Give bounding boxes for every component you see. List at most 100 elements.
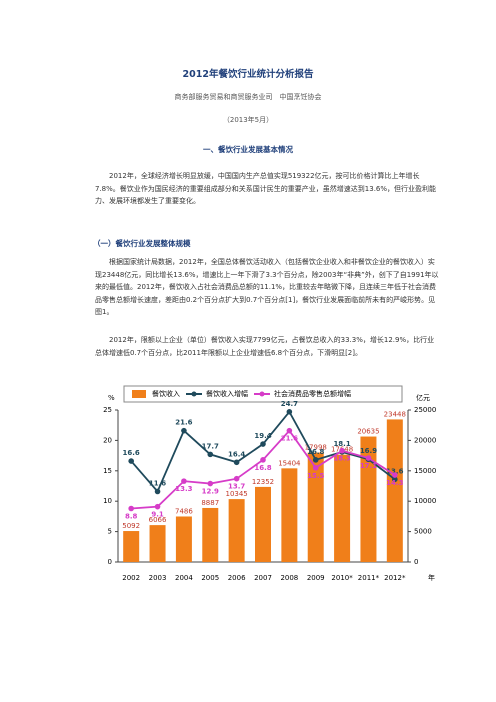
bar <box>123 531 140 562</box>
y2-tick-label: 25000 <box>414 406 436 414</box>
point-value-label: 13.3 <box>175 485 192 493</box>
bar <box>175 516 192 562</box>
point-value-label: 16.6 <box>123 449 140 457</box>
bar <box>202 507 219 562</box>
bar-value-label: 7486 <box>175 507 193 515</box>
point <box>207 451 214 458</box>
paragraph: 2012年，全球经济增长明显放缓，中国国内生产总值实现519322亿元，按可比价… <box>95 172 437 205</box>
point <box>233 475 240 482</box>
point-value-label: 9.1 <box>151 511 164 519</box>
point-value-label: 17.1 <box>360 462 377 470</box>
y2-tick-label: 0 <box>414 558 418 566</box>
bar-value-label: 20635 <box>357 428 379 436</box>
bar-value-label: 23448 <box>384 410 406 418</box>
bar-value-label: 15404 <box>278 459 301 467</box>
point <box>154 488 161 495</box>
bar-value-label: 17998 <box>305 444 327 452</box>
point <box>339 447 345 454</box>
legend-label: 餐饮收入增幅 <box>206 389 248 398</box>
point-value-label: 16.8 <box>254 464 271 472</box>
y2-tick-label: 20000 <box>414 436 436 444</box>
point <box>286 409 293 415</box>
doc-title: 2012年餐饮行业统计分析报告 <box>182 69 314 80</box>
bar <box>149 525 166 562</box>
bar <box>255 486 271 562</box>
point <box>392 476 398 483</box>
legend-label: 社会消费品零售总额增幅 <box>274 389 351 398</box>
point-value-label: 21.6 <box>175 419 192 427</box>
x-tick-label: 2002 <box>122 574 140 582</box>
point <box>207 480 214 487</box>
point-value-label: 18.1 <box>333 440 350 448</box>
point <box>365 455 372 461</box>
point-value-label: 8.8 <box>125 512 138 520</box>
section-heading: 一、餐饮行业发展基本情况 <box>203 145 293 154</box>
bar <box>386 419 403 562</box>
point-value-label: 12.9 <box>202 488 219 496</box>
y-tick-label: 25 <box>103 406 112 414</box>
y2-axis-label: 亿元 <box>416 393 430 402</box>
x-tick-label: 2009 <box>307 574 325 582</box>
bar-value-label: 5092 <box>122 522 140 530</box>
paragraph: 2012年，限额以上企业（单位）餐饮收入实现7799亿元，占餐饮总收入的33.3… <box>95 336 435 357</box>
y2-tick-label: 5000 <box>414 528 432 536</box>
point <box>392 472 398 478</box>
point <box>233 459 240 466</box>
point-value-label: 21.6 <box>281 435 298 443</box>
y-tick-label: 15 <box>103 467 112 475</box>
y-tick-label: 20 <box>103 436 112 444</box>
point <box>260 457 266 463</box>
x-tick-label: 2011* <box>358 574 380 582</box>
point-value-label: 16.8 <box>307 448 324 456</box>
point-value-label: 19.4 <box>254 432 271 440</box>
point-value-label: 16.4 <box>228 450 245 458</box>
point-value-label: 11.6 <box>149 479 166 487</box>
x-tick-label: 2012* <box>384 574 406 582</box>
point <box>128 458 134 464</box>
point <box>181 478 187 484</box>
bar-value-label: 10345 <box>225 490 247 498</box>
point-value-label: 14.3 <box>386 479 403 487</box>
point-value-label: 16.9 <box>360 447 377 455</box>
y2-tick-label: 10000 <box>414 497 436 505</box>
bar <box>228 499 245 562</box>
point <box>260 441 266 447</box>
y-tick-label: 0 <box>108 558 112 566</box>
y-axis-label: % <box>108 394 115 402</box>
x-tick-label: 2004 <box>175 574 193 582</box>
bar <box>281 468 298 562</box>
x-tick-label: 2006 <box>228 574 246 582</box>
x-tick-label: 2008 <box>280 574 298 582</box>
y2-tick-label: 15000 <box>414 467 436 475</box>
authors: 商务部服务贸易和商贸服务业司 中国烹饪协会 <box>174 93 322 101</box>
y-tick-label: 5 <box>108 528 112 536</box>
bar <box>360 436 377 562</box>
point-value-label: 18.3 <box>333 455 350 463</box>
legend-marker <box>259 391 265 397</box>
bar-value-label: 12352 <box>252 478 274 486</box>
bar-value-label: 6066 <box>149 516 167 524</box>
point-value-label: 24.7 <box>281 400 298 408</box>
legend-swatch <box>132 390 146 398</box>
legend-marker <box>191 391 197 397</box>
x-tick-label: 2005 <box>201 574 219 582</box>
date: （2013年5月） <box>222 116 274 124</box>
x-tick-label: 2003 <box>149 574 167 582</box>
subheading: （一）餐饮行业发展整体规模 <box>93 239 191 248</box>
point <box>154 503 161 510</box>
bar <box>334 454 351 562</box>
point <box>312 464 319 471</box>
point-value-label: 13.6 <box>386 467 403 475</box>
point-value-label: 13.7 <box>228 483 245 491</box>
point <box>286 427 293 434</box>
bar-value-label: 8887 <box>201 499 219 507</box>
point-value-label: 15.5 <box>307 472 324 480</box>
point-value-label: 17.7 <box>202 442 219 450</box>
x-tick-label: 2007 <box>254 574 272 582</box>
point <box>181 427 187 434</box>
y-tick-label: 10 <box>103 497 112 505</box>
point <box>312 457 319 463</box>
paragraph: 根据国家统计局数据，2012年，全国总体餐饮活动收入（包括餐饮企业收入和非餐饮企… <box>95 258 439 316</box>
